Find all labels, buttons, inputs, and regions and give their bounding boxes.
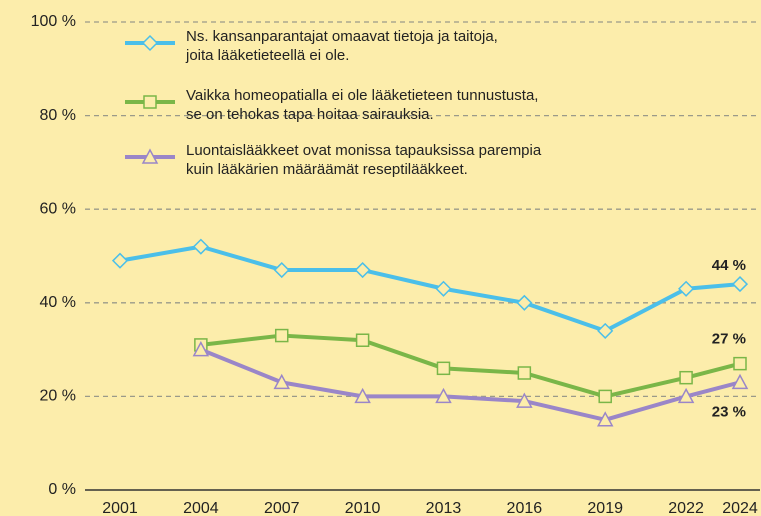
marker: [355, 333, 370, 347]
marker: [731, 276, 749, 293]
series-line: [200, 347, 741, 422]
legend-label: Vaikka homeopatialla ei ole lääketieteen…: [186, 87, 539, 123]
x-tick-label: 2022: [668, 500, 704, 516]
marker: [597, 322, 614, 339]
x-tick-label: 2001: [102, 500, 138, 516]
marker: [731, 373, 749, 390]
marker: [354, 261, 371, 279]
marker: [517, 366, 532, 380]
y-tick-label: 20 %: [40, 388, 76, 405]
marker: [435, 280, 452, 297]
y-tick-label: 100 %: [31, 13, 76, 30]
marker: [192, 341, 210, 357]
y-tick-label: 40 %: [40, 294, 76, 311]
y-tick-label: 60 %: [40, 200, 76, 217]
legend-marker: [141, 148, 159, 164]
marker: [192, 238, 209, 255]
x-tick-label: 2010: [345, 500, 381, 516]
legend-label: Ns. kansanparantajat omaavat tietoja ja …: [186, 28, 498, 64]
legend-marker: [143, 95, 157, 109]
x-tick-label: 2019: [587, 500, 623, 516]
marker: [516, 392, 533, 408]
marker: [733, 356, 747, 371]
legend-marker: [141, 34, 159, 52]
marker: [273, 261, 290, 279]
series-line: [119, 244, 741, 333]
marker: [354, 387, 371, 404]
marker: [516, 294, 533, 311]
marker: [678, 280, 695, 297]
marker: [111, 252, 129, 269]
marker: [273, 373, 290, 390]
marker: [274, 328, 289, 343]
marker: [436, 361, 451, 376]
series-line: [200, 333, 741, 399]
y-tick-label: 0 %: [48, 481, 76, 498]
x-tick-label: 2024: [722, 500, 758, 516]
x-tick-label: 2004: [183, 500, 219, 516]
x-tick-label: 2007: [264, 500, 300, 516]
x-tick-label: 2016: [507, 500, 543, 516]
x-tick-label: 2013: [426, 500, 462, 516]
data-label: 44 %: [712, 257, 746, 274]
data-label: 23 %: [712, 403, 746, 420]
marker: [677, 387, 695, 404]
y-tick-label: 80 %: [40, 107, 76, 124]
marker: [596, 411, 614, 427]
marker: [435, 387, 452, 404]
marker: [679, 370, 693, 385]
marker: [598, 389, 612, 404]
data-label: 27 %: [712, 331, 746, 348]
legend-label: Luontaislääkkeet ovat monissa tapauksiss…: [186, 142, 542, 178]
